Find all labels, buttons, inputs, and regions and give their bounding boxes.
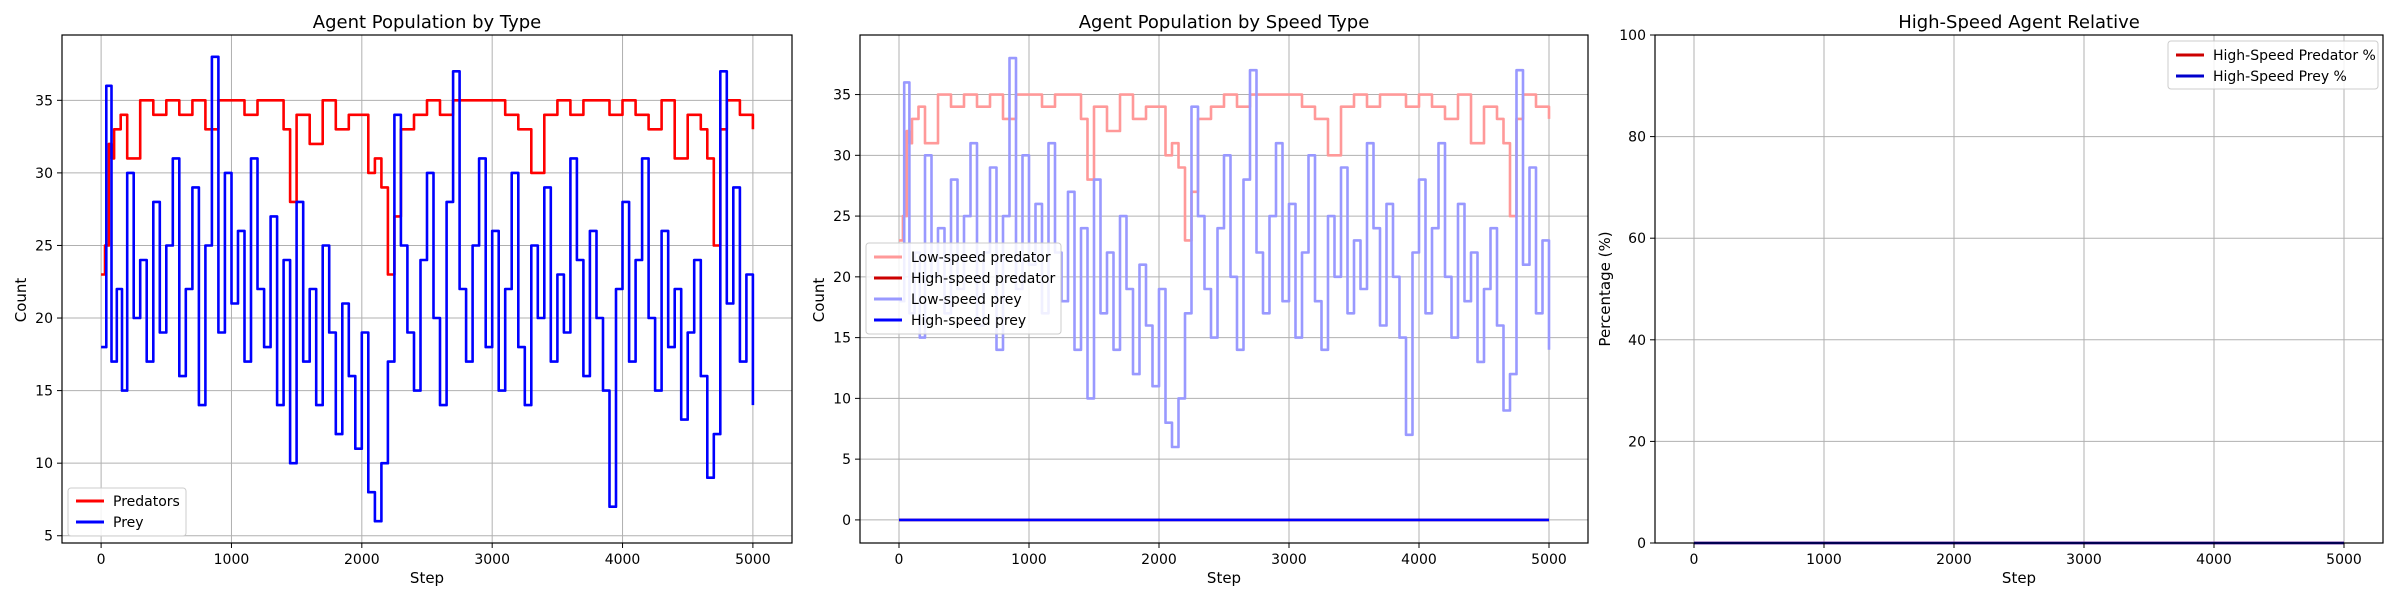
y-tick-label: 10 (35, 456, 53, 472)
x-tick-label: 5000 (735, 552, 771, 568)
x-axis-label: Step (1207, 569, 1241, 587)
y-tick-label: 0 (842, 513, 851, 529)
y-axis-label: Count (810, 278, 828, 323)
x-tick-label: 5000 (2326, 552, 2362, 568)
x-tick-label: 1000 (214, 552, 250, 568)
plot-frame (61, 34, 793, 544)
x-tick-label: 4000 (1401, 552, 1437, 568)
x-tick-label: 3000 (474, 552, 510, 568)
ticks: 0 1000 2000 3000 4000 5000 5 10 15 20 25 30 35 (35, 93, 771, 568)
y-axis-label: Count (12, 278, 30, 323)
y-tick-label: 30 (833, 148, 851, 164)
y-tick-label: 5 (842, 452, 851, 468)
series-line-prey (101, 55, 755, 523)
plot-lines (101, 55, 755, 523)
legend-label-high-speed-prey: High-speed prey (911, 313, 1026, 329)
legend-box (865, 242, 1062, 335)
y-tick-label: 10 (833, 391, 851, 407)
y-tick-label: 40 (1628, 333, 1646, 349)
plot-frame (1654, 34, 2384, 544)
chart-high-speed-agent-relative: High-Speed Agent Relative Step Percentag… (1596, 12, 2384, 587)
x-tick-label: 0 (1690, 552, 1699, 568)
chart-agent-population-by-speed-type: Agent Population by Speed Type Step Coun… (810, 12, 1589, 587)
y-tick-label: 5 (44, 529, 53, 545)
legend-box (2167, 40, 2379, 90)
legend-label-high-speed-predator-pct: High-Speed Predator % (2213, 48, 2376, 64)
chart-title: Agent Population by Type (313, 12, 541, 33)
legend-label-low-speed-prey: Low-speed prey (911, 292, 1022, 308)
y-tick-label: 20 (35, 311, 53, 327)
legend: Predators Prey (67, 487, 187, 537)
y-tick-label: 25 (35, 238, 53, 254)
y-tick-label: 80 (1628, 130, 1646, 146)
legend-label-prey: Prey (113, 515, 144, 531)
x-tick-label: 1000 (1011, 552, 1047, 568)
legend-label-low-speed-predator: Low-speed predator (911, 250, 1051, 266)
ticks: 0 1000 2000 3000 4000 5000 0 20 40 60 80 100 (1619, 28, 2362, 568)
legend: Low-speed predator High-speed predator L… (865, 242, 1062, 335)
y-tick-label: 25 (833, 209, 851, 225)
y-tick-label: 20 (833, 270, 851, 286)
y-tick-label: 15 (35, 384, 53, 400)
y-tick-label: 100 (1619, 28, 1646, 44)
y-tick-label: 0 (1637, 536, 1646, 552)
x-tick-label: 2000 (344, 552, 380, 568)
y-tick-label: 60 (1628, 231, 1646, 247)
x-axis-label: Step (2002, 569, 2036, 587)
x-tick-label: 0 (97, 552, 106, 568)
chart-title: Agent Population by Speed Type (1079, 12, 1370, 33)
x-tick-label: 5000 (1531, 552, 1567, 568)
y-tick-label: 35 (35, 93, 53, 109)
legend-label-predators: Predators (113, 494, 180, 510)
legend: High-Speed Predator % High-Speed Prey % (2167, 40, 2379, 90)
y-tick-label: 15 (833, 331, 851, 347)
x-tick-label: 4000 (2196, 552, 2232, 568)
chart-title: High-Speed Agent Relative (1898, 12, 2140, 33)
legend-label-high-speed-predator: High-speed predator (911, 271, 1055, 287)
x-tick-label: 2000 (1936, 552, 1972, 568)
chart-agent-population-by-type: Agent Population by Type Step Count 0 100… (12, 12, 793, 587)
plot-frame (859, 34, 1589, 544)
x-tick-label: 3000 (1271, 552, 1307, 568)
x-tick-label: 1000 (1806, 552, 1842, 568)
y-tick-label: 30 (35, 166, 53, 182)
x-tick-label: 3000 (2066, 552, 2102, 568)
y-tick-label: 35 (833, 88, 851, 104)
legend-label-high-speed-prey-pct: High-Speed Prey % (2213, 69, 2347, 85)
x-tick-label: 0 (895, 552, 904, 568)
y-tick-label: 20 (1628, 434, 1646, 450)
y-axis-label: Percentage (%) (1596, 231, 1614, 346)
ticks: 0 1000 2000 3000 4000 5000 0 5 10 15 20 25 30 35 (833, 88, 1567, 568)
x-tick-label: 2000 (1141, 552, 1177, 568)
x-tick-label: 4000 (605, 552, 641, 568)
x-axis-label: Step (410, 569, 444, 587)
